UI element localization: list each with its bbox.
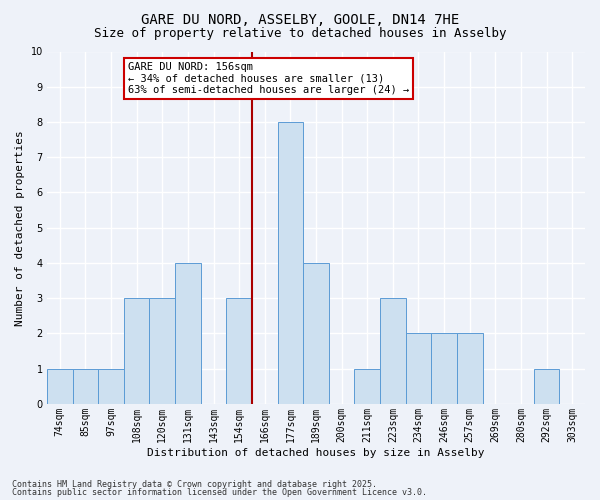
Bar — [406, 334, 431, 404]
Bar — [47, 368, 73, 404]
Bar — [175, 263, 200, 404]
Bar — [355, 368, 380, 404]
Bar — [534, 368, 559, 404]
Bar — [226, 298, 252, 404]
Bar — [278, 122, 303, 404]
Text: GARE DU NORD, ASSELBY, GOOLE, DN14 7HE: GARE DU NORD, ASSELBY, GOOLE, DN14 7HE — [141, 12, 459, 26]
Text: Contains public sector information licensed under the Open Government Licence v3: Contains public sector information licen… — [12, 488, 427, 497]
Text: GARE DU NORD: 156sqm
← 34% of detached houses are smaller (13)
63% of semi-detac: GARE DU NORD: 156sqm ← 34% of detached h… — [128, 62, 409, 96]
X-axis label: Distribution of detached houses by size in Asselby: Distribution of detached houses by size … — [147, 448, 485, 458]
Bar — [73, 368, 98, 404]
Bar — [303, 263, 329, 404]
Bar — [457, 334, 482, 404]
Bar — [124, 298, 149, 404]
Bar — [149, 298, 175, 404]
Bar — [380, 298, 406, 404]
Bar — [431, 334, 457, 404]
Y-axis label: Number of detached properties: Number of detached properties — [15, 130, 25, 326]
Text: Size of property relative to detached houses in Asselby: Size of property relative to detached ho… — [94, 28, 506, 40]
Text: Contains HM Land Registry data © Crown copyright and database right 2025.: Contains HM Land Registry data © Crown c… — [12, 480, 377, 489]
Bar — [98, 368, 124, 404]
